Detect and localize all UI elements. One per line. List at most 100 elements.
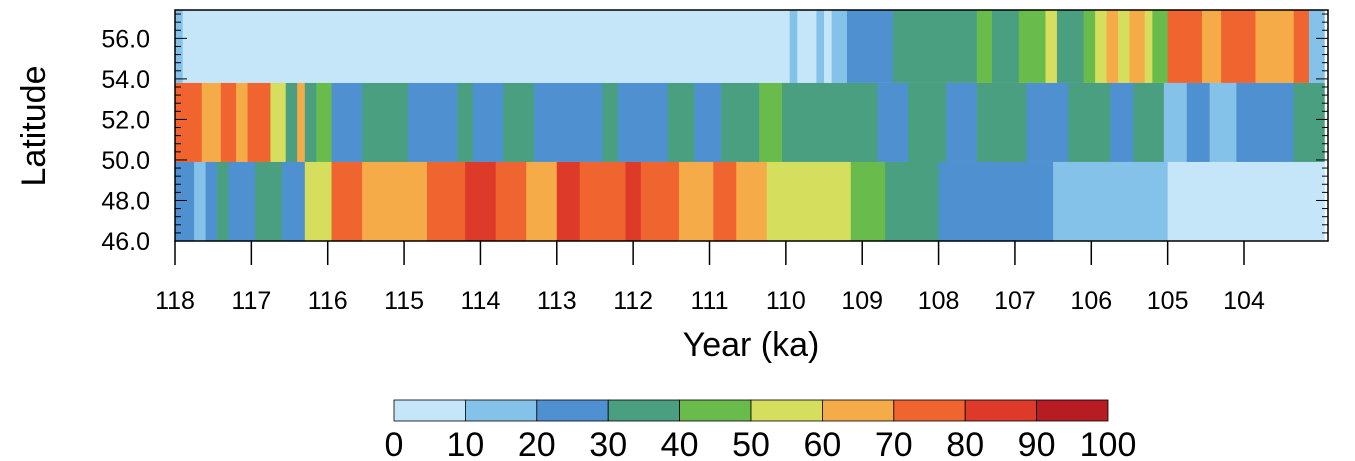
heatmap-cell [877, 82, 909, 162]
heatmap-cell [992, 10, 1020, 83]
heatmap-cell [205, 161, 218, 241]
heatmap-cell [843, 82, 879, 162]
x-tick-label: 106 [1070, 287, 1112, 315]
colorbar-label: 10 [446, 426, 484, 461]
heatmap-cell [908, 82, 947, 162]
colorbar-label: 0 [385, 426, 404, 461]
heatmap-cell [976, 10, 993, 83]
heatmap-cell [1163, 82, 1188, 162]
heatmap-cell [217, 161, 230, 241]
heatmap-cell [892, 10, 917, 83]
heatmap-cell [1018, 10, 1047, 83]
heatmap-cell [1144, 10, 1153, 83]
x-tick-label: 111 [690, 287, 728, 315]
heatmap-cell [1236, 82, 1295, 162]
heatmap-cell [1308, 10, 1325, 83]
heatmap-cells [175, 10, 1325, 241]
heatmap-cell [797, 10, 817, 83]
colorbar-swatch [607, 399, 681, 422]
heatmap-cell [297, 82, 306, 162]
heatmap-cell [625, 161, 642, 241]
heatmap-cell [1026, 82, 1069, 162]
heatmap-cell [1083, 10, 1096, 83]
heatmap-cell [992, 161, 1054, 241]
heatmap-cell [1209, 82, 1237, 162]
heatmap-cell [617, 82, 669, 162]
heatmap-cell [247, 82, 272, 162]
heatmap-cell [304, 161, 333, 241]
heatmap-cell [831, 10, 848, 83]
heatmap-cell [1221, 10, 1257, 83]
heatmap-cell [1255, 10, 1295, 83]
heatmap-cell [946, 82, 978, 162]
colorbar-swatch [750, 399, 823, 422]
heatmap-cell [331, 161, 363, 241]
heatmap-cell [407, 82, 459, 162]
heatmap-cell [426, 161, 466, 241]
heatmap-cell [182, 10, 791, 83]
heatmap-cell [495, 161, 527, 241]
heatmap-cell [602, 82, 619, 162]
heatmap-cell [1110, 82, 1134, 162]
colorbar-label: 40 [661, 426, 699, 461]
x-tick-label: 116 [308, 287, 348, 315]
heatmap-cell [1297, 161, 1325, 241]
heatmap-cell [526, 161, 558, 241]
heatmap-cell [331, 82, 363, 162]
heatmap-cell [228, 161, 256, 241]
colorbar-swatch [393, 399, 466, 422]
heatmap-cell [1167, 161, 1199, 241]
heatmap-cell [969, 161, 993, 241]
heatmap-cell [1091, 161, 1115, 241]
colorbar-label: 20 [518, 426, 556, 461]
colorbar-swatch [679, 399, 752, 422]
heatmap-cell [640, 161, 680, 241]
colorbar-label: 60 [803, 426, 841, 461]
colorbar-swatch [1036, 399, 1109, 422]
heatmap-cell [236, 82, 249, 162]
heatmap-cell [766, 161, 852, 241]
heatmap-cell [304, 82, 317, 162]
heatmap-cell [285, 82, 298, 162]
heatmap-cell [1293, 82, 1325, 162]
plot-frame [174, 9, 1329, 242]
heatmap-cell [556, 161, 581, 241]
heatmap-cell [175, 161, 195, 241]
heatmap-cell [1068, 82, 1111, 162]
colorbar-swatch [893, 399, 966, 422]
y-tick-label: 48.0 [101, 187, 150, 215]
heatmap-cell [503, 82, 535, 162]
x-tick-label: 109 [841, 287, 883, 315]
x-axis-label: Year (ka) [683, 326, 820, 364]
heatmap-cell [194, 161, 207, 241]
x-tick-label: 113 [537, 287, 577, 315]
heatmap-cell [362, 82, 409, 162]
heatmap-cell [1259, 161, 1299, 241]
x-tick-label: 110 [766, 287, 806, 315]
y-axis-label: Latitude [15, 66, 53, 187]
heatmap-cell [782, 82, 844, 162]
x-tick-label: 114 [461, 287, 501, 315]
y-axis: 46.0 48.0 50.0 52.0 54.0 56.0 [101, 13, 1328, 256]
heatmap-cell [362, 161, 428, 241]
heatmap-cell [816, 10, 825, 83]
heatmap-cell [472, 82, 504, 162]
x-tick-label: 118 [155, 287, 195, 315]
heatmap-cell [678, 161, 714, 241]
heatmap-cell [789, 10, 798, 83]
heatmap-cell [1133, 82, 1165, 162]
colorbar-label: 80 [946, 426, 984, 461]
heatmap-cell [1198, 161, 1260, 241]
heatmap-cell [457, 82, 474, 162]
heatmap-cell [846, 10, 894, 83]
heatmap-cell [667, 82, 695, 162]
y-tick-label: 46.0 [101, 228, 150, 256]
heatmap-cell [824, 10, 833, 83]
heatmap-cell [885, 161, 909, 241]
colorbar-label: 50 [732, 426, 770, 461]
heatmap-cell [1095, 10, 1108, 83]
heatmap-cell [694, 82, 722, 162]
heatmap-cell [201, 82, 222, 162]
heatmap-cell [1053, 161, 1092, 241]
x-tick-label: 104 [1223, 287, 1265, 315]
